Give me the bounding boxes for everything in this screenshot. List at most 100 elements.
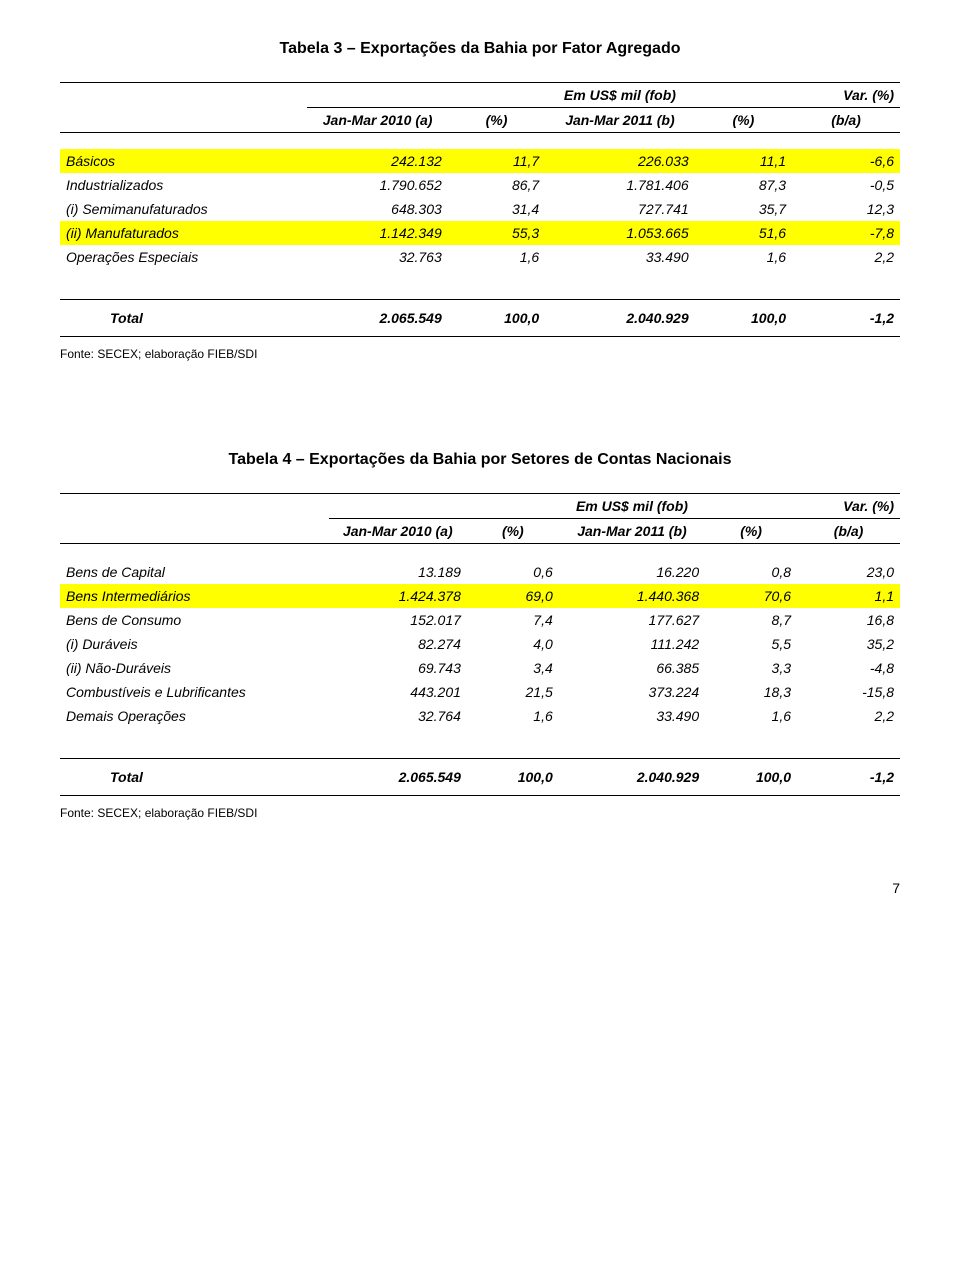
row-a: 152.017: [329, 608, 467, 632]
col-b: Jan-Mar 2011 (b): [545, 108, 694, 133]
row-label: Industrializados: [60, 173, 307, 197]
row-pa: 69,0: [467, 584, 559, 608]
table3-title: Tabela 3 – Exportações da Bahia por Fato…: [60, 40, 900, 58]
row-a: 1.790.652: [307, 173, 447, 197]
row-pb: 0,8: [705, 560, 797, 584]
row-pb: 3,3: [705, 656, 797, 680]
row-pa: 11,7: [448, 149, 545, 173]
row-ba: 1,1: [797, 584, 900, 608]
row-b: 373.224: [559, 680, 705, 704]
row-label: Bens de Consumo: [60, 608, 329, 632]
row-a: 1.424.378: [329, 584, 467, 608]
total-pb: 100,0: [705, 759, 797, 796]
var-label: Var. (%): [792, 83, 900, 108]
row-a: 82.274: [329, 632, 467, 656]
row-b: 177.627: [559, 608, 705, 632]
row-ba: 35,2: [797, 632, 900, 656]
row-label: (i) Duráveis: [60, 632, 329, 656]
table3-source: Fonte: SECEX; elaboração FIEB/SDI: [60, 347, 900, 361]
total-b: 2.040.929: [559, 759, 705, 796]
row-label: Bens Intermediários: [60, 584, 329, 608]
total-label: Total: [60, 759, 329, 796]
row-label: (ii) Manufaturados: [60, 221, 307, 245]
row-b: 1.440.368: [559, 584, 705, 608]
row-label: (i) Semimanufaturados: [60, 197, 307, 221]
row-label: Bens de Capital: [60, 560, 329, 584]
col-pa: (%): [467, 519, 559, 544]
total-label: Total: [60, 300, 307, 337]
row-a: 69.743: [329, 656, 467, 680]
row-pb: 51,6: [695, 221, 792, 245]
row-pb: 1,6: [705, 704, 797, 728]
row-b: 1.053.665: [545, 221, 694, 245]
row-ba: -7,8: [792, 221, 900, 245]
table4-title: Tabela 4 – Exportações da Bahia por Seto…: [60, 451, 900, 469]
col-a: Jan-Mar 2010 (a): [307, 108, 447, 133]
row-ba: -15,8: [797, 680, 900, 704]
row-pb: 8,7: [705, 608, 797, 632]
row-ba: 16,8: [797, 608, 900, 632]
row-a: 443.201: [329, 680, 467, 704]
col-ba: (b/a): [797, 519, 900, 544]
row-b: 111.242: [559, 632, 705, 656]
col-pb: (%): [695, 108, 792, 133]
table4: Em US$ mil (fob) Var. (%) Jan-Mar 2010 (…: [60, 493, 900, 796]
row-pa: 21,5: [467, 680, 559, 704]
row-ba: 2,2: [797, 704, 900, 728]
row-label: Básicos: [60, 149, 307, 173]
table4-source: Fonte: SECEX; elaboração FIEB/SDI: [60, 806, 900, 820]
total-ba: -1,2: [792, 300, 900, 337]
row-ba: -6,6: [792, 149, 900, 173]
row-pa: 31,4: [448, 197, 545, 221]
row-pb: 87,3: [695, 173, 792, 197]
usd-label: Em US$ mil (fob): [467, 494, 797, 519]
row-pa: 1,6: [467, 704, 559, 728]
row-label: Combustíveis e Lubrificantes: [60, 680, 329, 704]
col-a: Jan-Mar 2010 (a): [329, 519, 467, 544]
row-pb: 5,5: [705, 632, 797, 656]
row-label: Demais Operações: [60, 704, 329, 728]
col-pb: (%): [705, 519, 797, 544]
col-pa: (%): [448, 108, 545, 133]
row-label: Operações Especiais: [60, 245, 307, 269]
total-pb: 100,0: [695, 300, 792, 337]
row-a: 1.142.349: [307, 221, 447, 245]
row-ba: -0,5: [792, 173, 900, 197]
usd-label: Em US$ mil (fob): [448, 83, 792, 108]
row-pb: 70,6: [705, 584, 797, 608]
row-pa: 0,6: [467, 560, 559, 584]
row-pa: 4,0: [467, 632, 559, 656]
row-pb: 1,6: [695, 245, 792, 269]
row-a: 32.764: [329, 704, 467, 728]
col-ba: (b/a): [792, 108, 900, 133]
row-a: 242.132: [307, 149, 447, 173]
row-b: 727.741: [545, 197, 694, 221]
total-pa: 100,0: [467, 759, 559, 796]
row-a: 648.303: [307, 197, 447, 221]
total-a: 2.065.549: [329, 759, 467, 796]
row-pa: 86,7: [448, 173, 545, 197]
var-label: Var. (%): [797, 494, 900, 519]
row-b: 16.220: [559, 560, 705, 584]
row-ba: 2,2: [792, 245, 900, 269]
total-pa: 100,0: [448, 300, 545, 337]
total-b: 2.040.929: [545, 300, 694, 337]
row-pb: 11,1: [695, 149, 792, 173]
row-a: 32.763: [307, 245, 447, 269]
row-b: 33.490: [545, 245, 694, 269]
row-pb: 35,7: [695, 197, 792, 221]
row-ba: 12,3: [792, 197, 900, 221]
total-a: 2.065.549: [307, 300, 447, 337]
row-b: 226.033: [545, 149, 694, 173]
row-pa: 7,4: [467, 608, 559, 632]
row-b: 66.385: [559, 656, 705, 680]
row-b: 1.781.406: [545, 173, 694, 197]
row-ba: 23,0: [797, 560, 900, 584]
row-a: 13.189: [329, 560, 467, 584]
total-ba: -1,2: [797, 759, 900, 796]
row-b: 33.490: [559, 704, 705, 728]
col-b: Jan-Mar 2011 (b): [559, 519, 705, 544]
row-pa: 3,4: [467, 656, 559, 680]
page-number: 7: [60, 880, 900, 896]
row-pa: 1,6: [448, 245, 545, 269]
